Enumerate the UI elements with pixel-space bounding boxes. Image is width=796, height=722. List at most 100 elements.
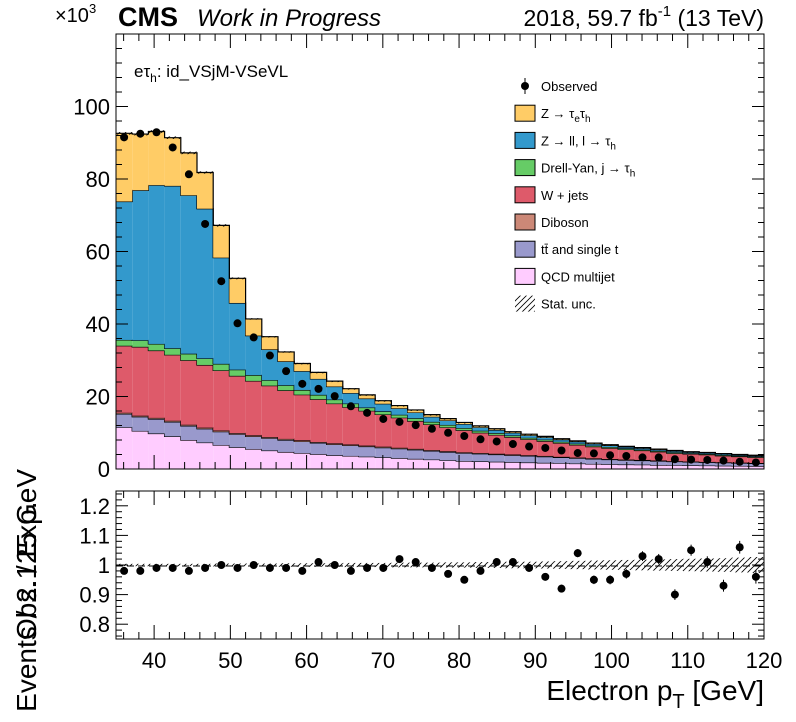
main-unc-bin bbox=[699, 452, 716, 454]
ratio-points bbox=[120, 540, 760, 600]
stack-bar-wjets bbox=[245, 380, 262, 436]
stack-bar-qcd bbox=[553, 463, 570, 469]
ratio-point bbox=[703, 558, 712, 567]
observed-point bbox=[654, 453, 663, 462]
legend-label-dy_jt: Drell-Yan, j → τh bbox=[541, 161, 635, 180]
stack-bar-dy_jt bbox=[213, 363, 230, 371]
legend-entry-stat: Stat. unc. bbox=[515, 295, 596, 312]
stack-bar-ztt bbox=[245, 318, 262, 336]
legend-entry-top: tt̄ and single t bbox=[514, 240, 619, 258]
main-unc-bin bbox=[164, 136, 181, 140]
observed-point bbox=[346, 402, 355, 411]
legend: Observed Z → τeτh Z → ll, l → τh Drell-Yan,… bbox=[514, 78, 635, 312]
ratio-y-axis: 0.8 0.9 1 1.1 1.2 bbox=[79, 493, 764, 637]
observed-point bbox=[638, 453, 647, 462]
legend-swatch-wjets bbox=[514, 186, 536, 204]
stack-bar-wjets bbox=[440, 427, 457, 452]
ratio-point bbox=[265, 563, 274, 572]
ratio-point bbox=[120, 566, 129, 575]
ratio-point bbox=[233, 563, 242, 572]
ratio-point bbox=[298, 566, 307, 575]
ratio-y-tick-label: 0.8 bbox=[79, 612, 110, 637]
observed-points bbox=[120, 128, 760, 467]
stack-bar-ztt bbox=[278, 351, 295, 362]
main-unc-bin bbox=[666, 450, 683, 452]
stack-bar-zll bbox=[359, 398, 376, 408]
stack-bar-zll bbox=[423, 416, 440, 422]
stack-bar-qcd bbox=[699, 465, 716, 469]
stack-bar-qcd bbox=[423, 459, 440, 469]
main-unc-bin bbox=[504, 431, 521, 433]
stack-bar-zll bbox=[213, 257, 230, 364]
stack-bar-qcd bbox=[488, 461, 505, 469]
ratio-x-tick-label: 60 bbox=[294, 648, 318, 673]
legend-entry-dy_jt: Drell-Yan, j → τh bbox=[514, 159, 635, 180]
observed-point bbox=[217, 277, 226, 286]
ratio-unc-bin bbox=[440, 562, 457, 568]
legend-label-ztt: Z → τeτh bbox=[541, 106, 591, 125]
main-unc-bin bbox=[197, 171, 214, 174]
stack-bar-top bbox=[148, 418, 165, 434]
stack-bar-wjets bbox=[132, 346, 149, 416]
stack-bar-qcd bbox=[747, 466, 764, 469]
main-unc-bin bbox=[634, 447, 651, 449]
ratio-point bbox=[476, 566, 485, 575]
stack-bar-wjets bbox=[116, 345, 133, 413]
stack-bar-qcd bbox=[602, 464, 619, 469]
main-unc-bin bbox=[391, 405, 408, 407]
legend-swatch-qcd bbox=[514, 267, 536, 285]
main-y-tick-label: 0 bbox=[98, 457, 110, 482]
stack-bar-zll bbox=[342, 393, 359, 404]
ratio-point bbox=[395, 555, 404, 564]
stack-bar-qcd bbox=[245, 449, 262, 469]
legend-swatch-zll bbox=[514, 131, 536, 149]
stack-bar-qcd bbox=[164, 436, 181, 469]
stack-bar-dy_jt bbox=[488, 433, 505, 435]
ratio-point bbox=[622, 569, 631, 578]
observed-point bbox=[719, 456, 728, 465]
observed-point bbox=[201, 219, 210, 228]
observed-point bbox=[687, 455, 696, 464]
stack-bar-wjets bbox=[278, 390, 295, 439]
stack-bar-zll bbox=[569, 441, 586, 444]
ratio-point bbox=[411, 558, 420, 567]
ratio-point bbox=[719, 581, 728, 590]
ratio-point bbox=[363, 563, 372, 572]
observed-point bbox=[525, 442, 534, 451]
stack-bar-top bbox=[278, 440, 295, 452]
stack-bar-top bbox=[197, 428, 214, 443]
stack-bar-dy_jt bbox=[569, 443, 586, 445]
observed-point bbox=[379, 414, 388, 423]
stack-bar-zll bbox=[164, 185, 181, 349]
main-unc-bin bbox=[294, 362, 311, 365]
main-unc-bin bbox=[180, 151, 197, 155]
stack-bar-top bbox=[521, 455, 538, 463]
main-unc-bin bbox=[585, 442, 602, 445]
stack-bar-qcd bbox=[521, 462, 538, 469]
ratio-point bbox=[314, 558, 323, 567]
stack-bar-wjets bbox=[456, 430, 473, 453]
stack-bar-zll bbox=[197, 208, 214, 359]
legend-label-stat: Stat. unc. bbox=[541, 297, 596, 312]
stack-bar-zll bbox=[521, 435, 538, 438]
ratio-point bbox=[654, 555, 663, 564]
stack-bar-dy_jt bbox=[261, 380, 278, 386]
ratio-x-tick-label: 100 bbox=[593, 648, 630, 673]
ratio-unc-bin bbox=[585, 560, 602, 570]
stack-bar-top bbox=[359, 446, 376, 457]
ratio-point bbox=[751, 572, 760, 581]
stack-bar-dy_jt bbox=[521, 437, 538, 440]
main-unc-bin bbox=[229, 277, 246, 280]
stack-bar-wjets bbox=[407, 420, 424, 449]
stack-bar-top bbox=[294, 441, 311, 454]
stack-bar-dy_jt bbox=[456, 428, 473, 431]
stack-bar-zll bbox=[180, 195, 197, 354]
stack-bar-ztt bbox=[197, 172, 214, 209]
stack-bar-wjets bbox=[423, 424, 440, 451]
stack-bar-top bbox=[440, 451, 457, 461]
ratio-point bbox=[136, 566, 145, 575]
stack-bar-qcd bbox=[650, 465, 667, 469]
stack-bar-dy_jt bbox=[504, 435, 521, 438]
stack-bar-dy_jt bbox=[310, 394, 327, 400]
stack-bar-zll bbox=[391, 408, 408, 415]
